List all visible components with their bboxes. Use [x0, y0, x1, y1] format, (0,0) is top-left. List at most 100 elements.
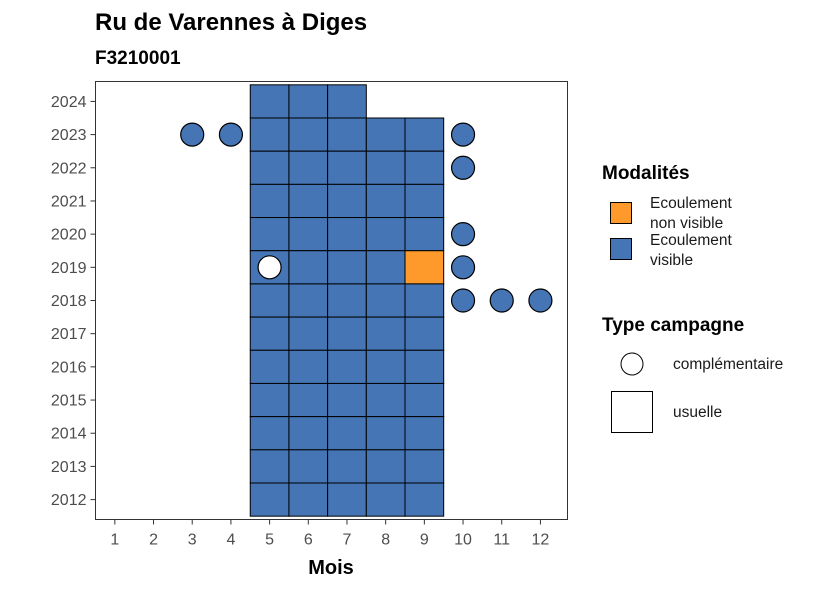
cell-2022-5 — [249, 150, 290, 185]
y-tick-label: 2019 — [51, 260, 87, 277]
cell-2021-6 — [288, 183, 329, 219]
legend-label-complementaire: complémentaire — [673, 356, 783, 373]
cell-2021-9 — [404, 183, 445, 219]
cell-2018-6 — [288, 283, 329, 318]
cell-2014-5 — [249, 416, 290, 451]
cell-2015-7 — [327, 382, 367, 418]
y-tick-label: 2022 — [51, 160, 87, 177]
cell-2012-8 — [365, 482, 406, 517]
cell-2012-6 — [288, 482, 329, 517]
cell-2016-9 — [404, 349, 445, 384]
chart-title: Ru de Varennes à Diges — [95, 9, 367, 36]
y-tick-label: 2014 — [51, 426, 87, 443]
cell-2016-7 — [327, 349, 367, 384]
y-tick-label: 2024 — [51, 94, 87, 111]
y-tick-label: 2020 — [51, 227, 87, 244]
cell-2021-5 — [249, 183, 290, 219]
cell-2023-9 — [404, 117, 445, 152]
x-axis-label: Mois — [308, 557, 354, 579]
point-2018-10 — [450, 288, 476, 313]
x-axis: 1 2 3 4 5 6 7 8 9 10 11 12 — [110, 519, 549, 549]
y-tick-label: 2013 — [51, 459, 87, 476]
cell-2022-9 — [404, 150, 445, 185]
usuelle-cells — [249, 84, 445, 517]
cell-2023-7 — [327, 117, 367, 152]
cell-2015-8 — [365, 382, 406, 418]
y-tick-label: 2015 — [51, 393, 87, 410]
legend-key-visible — [610, 238, 632, 260]
point-2018-12 — [528, 288, 553, 313]
legend-label-visible-1: Ecoulement — [650, 232, 733, 249]
cell-2021-7 — [327, 183, 367, 219]
cell-2013-8 — [365, 449, 406, 484]
cell-2017-5 — [249, 316, 290, 351]
cell-2024-6 — [288, 84, 329, 119]
y-tick-label: 2017 — [51, 326, 87, 343]
x-tick-label: 8 — [381, 532, 390, 549]
y-tick-label: 2012 — [51, 492, 87, 509]
cell-2013-9 — [404, 449, 445, 484]
complementaire-points — [180, 122, 553, 313]
cell-2022-8 — [365, 150, 406, 185]
cell-2012-7 — [327, 482, 367, 517]
cell-2013-6 — [288, 449, 329, 484]
cell-2024-7 — [327, 84, 367, 119]
cell-2015-5 — [249, 382, 290, 418]
y-axis: 2012 2013 2014 2015 2016 2017 2018 2019 2020 2021… — [51, 94, 96, 509]
legend-label-visible-2: visible — [650, 252, 693, 269]
point-2022-10 — [450, 155, 476, 180]
cell-2019-8 — [365, 250, 406, 285]
cell-2023-5 — [249, 117, 290, 152]
cell-2012-9 — [404, 482, 445, 517]
cell-2013-5 — [249, 449, 290, 484]
point-2023-4 — [218, 122, 244, 147]
cell-2014-9 — [404, 416, 445, 451]
cell-2017-8 — [365, 316, 406, 351]
cell-2018-5 — [249, 283, 290, 318]
cell-2014-6 — [288, 416, 329, 451]
cell-2023-6 — [288, 117, 329, 152]
cell-2016-5 — [249, 349, 290, 384]
legend-type-title: Type campagne — [602, 315, 744, 336]
legend-label-usuelle: usuelle — [673, 404, 722, 421]
x-tick-label: 4 — [226, 532, 235, 549]
cell-2015-9 — [404, 382, 445, 418]
cell-2017-6 — [288, 316, 329, 351]
cell-2013-7 — [327, 449, 367, 484]
cell-2024-5 — [249, 84, 290, 119]
cell-2017-7 — [327, 316, 367, 351]
legend-modalites-title: Modalités — [602, 163, 690, 184]
legend-key-non-visible — [610, 202, 632, 224]
y-tick-label: 2023 — [51, 127, 87, 144]
point-2023-10 — [450, 122, 476, 147]
cell-2015-6 — [288, 382, 329, 418]
cell-2020-7 — [327, 217, 367, 252]
cell-2016-6 — [288, 349, 329, 384]
cell-2016-8 — [365, 349, 406, 384]
cell-2014-7 — [327, 416, 367, 451]
cell-2019-7 — [327, 250, 367, 285]
legend-key-complementaire — [620, 352, 644, 376]
point-2020-10 — [450, 222, 476, 247]
cell-2023-8 — [365, 117, 406, 152]
cell-2022-7 — [327, 150, 367, 185]
cell-2020-9 — [404, 217, 445, 252]
cell-2018-8 — [365, 283, 406, 318]
cell-2012-5 — [249, 482, 290, 517]
legend-key-usuelle — [611, 391, 653, 433]
cell-2020-5 — [249, 217, 290, 252]
y-tick-label: 2016 — [51, 359, 87, 376]
x-tick-label: 2 — [149, 532, 158, 549]
x-tick-label: 10 — [454, 532, 472, 549]
x-tick-label: 1 — [110, 532, 119, 549]
x-tick-label: 3 — [188, 532, 197, 549]
cell-2020-6 — [288, 217, 329, 252]
x-tick-label: 5 — [265, 532, 274, 549]
chart-subtitle: F3210001 — [95, 48, 181, 69]
legend-label-non-visible-1: Ecoulement — [650, 195, 733, 212]
x-tick-label: 11 — [493, 532, 510, 549]
cell-2014-8 — [365, 416, 406, 451]
legend-label-non-visible-2: non visible — [650, 215, 723, 232]
point-2023-3 — [180, 122, 205, 147]
x-tick-label: 6 — [304, 532, 313, 549]
